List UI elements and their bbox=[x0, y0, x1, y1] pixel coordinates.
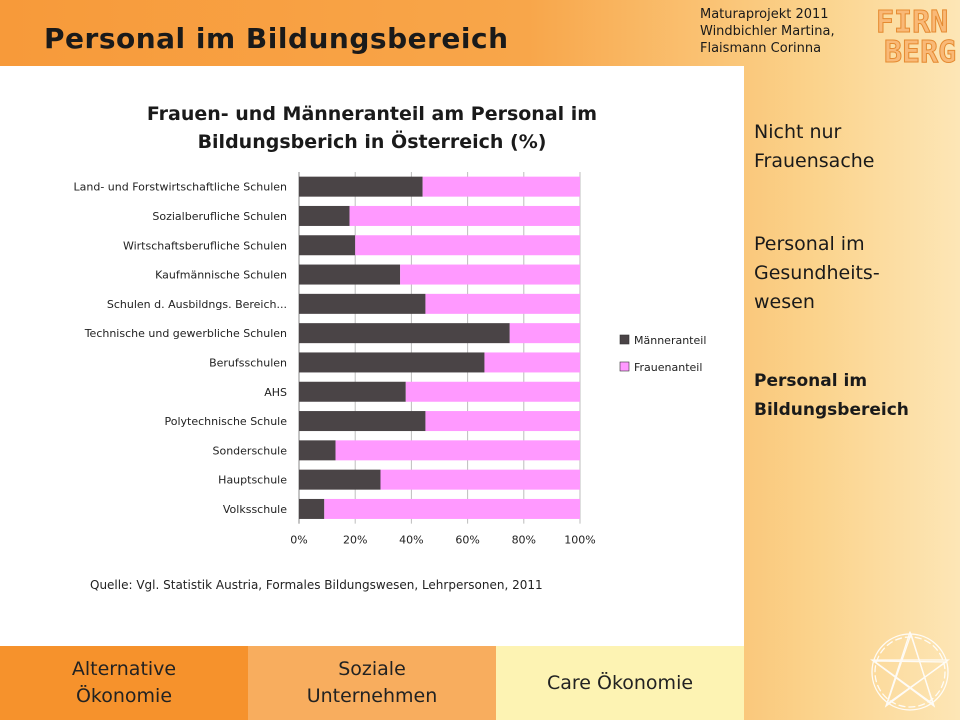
bar-frauenanteil bbox=[380, 469, 580, 490]
legend-label: Männeranteil bbox=[634, 334, 706, 347]
tab-soziale-unternehmen[interactable]: Soziale Unternehmen bbox=[248, 646, 496, 720]
bar-maenneranteil bbox=[299, 293, 426, 314]
chart-title: Frauen- und Männeranteil am Personal im … bbox=[0, 100, 744, 156]
category-label: Technische und gewerbliche Schulen bbox=[84, 327, 287, 340]
bar-maenneranteil bbox=[299, 469, 381, 490]
x-tick-label: 100% bbox=[564, 534, 595, 547]
firnberg-logo: FIRN BERG bbox=[876, 5, 957, 67]
legend-swatch bbox=[619, 334, 630, 345]
chart-title-line: Frauen- und Männeranteil am Personal im bbox=[146, 103, 598, 125]
side-nav-item-gesundheitswesen[interactable]: Personal im Gesundheits- wesen bbox=[754, 233, 880, 313]
legend-swatch bbox=[619, 361, 630, 372]
category-label: Land- und Forstwirtschaftliche Schulen bbox=[74, 181, 288, 194]
legend-label: Frauenanteil bbox=[634, 361, 702, 374]
bar-maenneranteil bbox=[299, 440, 336, 461]
bar-maenneranteil bbox=[299, 205, 350, 226]
category-label: Wirtschaftsberufliche Schulen bbox=[123, 239, 287, 252]
bar-frauenanteil bbox=[349, 205, 580, 226]
chart-title-line: Bildungsberich in Österreich (%) bbox=[197, 131, 547, 153]
bar-maenneranteil bbox=[299, 235, 356, 256]
bar-maenneranteil bbox=[299, 498, 325, 519]
category-label: Sonderschule bbox=[212, 444, 287, 457]
x-tick-label: 60% bbox=[455, 534, 479, 547]
bar-maenneranteil bbox=[299, 381, 406, 402]
credit-line: Windbichler Martina, bbox=[700, 24, 835, 39]
bar-frauenanteil bbox=[484, 352, 580, 373]
bar-frauenanteil bbox=[425, 411, 580, 432]
category-label: AHS bbox=[264, 386, 287, 399]
stacked-bar-chart: 0% 20% 40% 60% 80% 100% Land- und Forstwirtsch… bbox=[74, 172, 706, 547]
x-tick-label: 0% bbox=[290, 534, 307, 547]
bar-frauenanteil bbox=[324, 498, 580, 519]
tab-care-oekonomie[interactable]: Care Ökonomie bbox=[496, 646, 744, 720]
category-label: Schulen d. Ausbildngs. Bereich... bbox=[107, 298, 287, 311]
bar-frauenanteil bbox=[405, 381, 580, 402]
side-nav-item-bildungsbereich[interactable]: Personal im Bildungsbereich bbox=[754, 371, 909, 420]
chart-source-note: Quelle: Vgl. Statistik Austria, Formales… bbox=[90, 578, 543, 592]
x-tick-label: 20% bbox=[343, 534, 367, 547]
page-title: Personal im Bildungsbereich bbox=[44, 22, 509, 55]
bar-frauenanteil bbox=[422, 176, 580, 197]
bar-maenneranteil bbox=[299, 176, 423, 197]
bar-maenneranteil bbox=[299, 264, 401, 285]
category-label: Sozialberufliche Schulen bbox=[152, 210, 287, 223]
bar-frauenanteil bbox=[355, 235, 580, 256]
side-nav-item-nicht-nur-frauensache[interactable]: Nicht nur Frauensache bbox=[754, 121, 875, 172]
category-label: Hauptschule bbox=[218, 474, 287, 487]
category-label: Berufsschulen bbox=[209, 356, 287, 369]
bar-frauenanteil bbox=[400, 264, 580, 285]
credit-line: Maturaprojekt 2011 bbox=[700, 7, 829, 22]
project-credits: Maturaprojekt 2011 Windbichler Martina, … bbox=[700, 6, 835, 57]
tab-alternative-oekonomie[interactable]: Alternative Ökonomie bbox=[0, 646, 248, 720]
x-tick-label: 40% bbox=[399, 534, 423, 547]
bar-maenneranteil bbox=[299, 323, 510, 344]
bar-frauenanteil bbox=[425, 293, 580, 314]
category-label: Kaufmännische Schulen bbox=[155, 269, 287, 282]
bar-maenneranteil bbox=[299, 352, 485, 373]
category-label: Volksschule bbox=[223, 503, 287, 516]
logo-text-line: FIRN bbox=[876, 5, 948, 40]
bar-frauenanteil bbox=[509, 323, 580, 344]
bar-maenneranteil bbox=[299, 411, 426, 432]
logo-text-line: BERG bbox=[884, 35, 956, 66]
star-emblem-icon bbox=[870, 631, 950, 711]
credit-line: Flaismann Corinna bbox=[700, 41, 822, 56]
x-tick-label: 80% bbox=[512, 534, 536, 547]
category-label: Polytechnische Schule bbox=[165, 415, 288, 428]
bar-frauenanteil bbox=[335, 440, 580, 461]
